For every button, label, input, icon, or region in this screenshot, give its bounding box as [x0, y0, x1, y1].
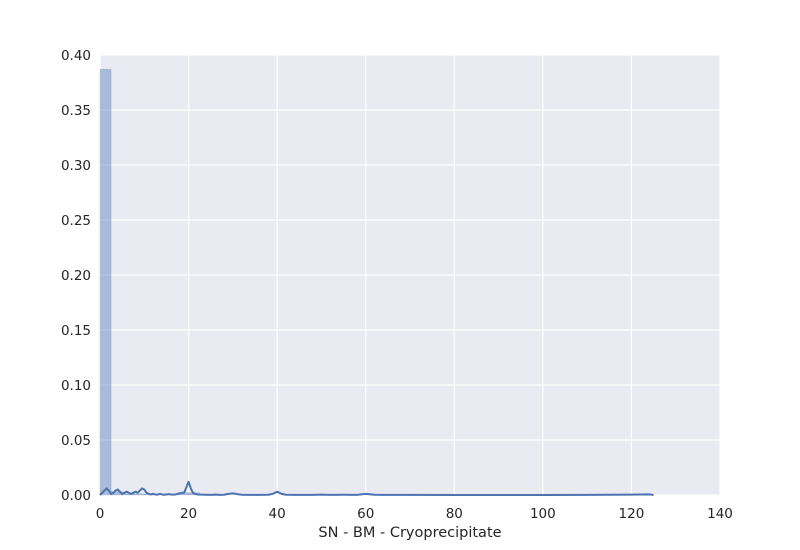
grid-lines — [99, 54, 721, 496]
y-tick-label: 0.25 — [61, 213, 91, 229]
y-tick-label: 0.35 — [61, 103, 91, 119]
x-tick-label: 140 — [707, 506, 733, 522]
y-tick-label: 0.40 — [61, 48, 91, 64]
x-tick-label: 60 — [357, 506, 374, 522]
x-tick-label: 80 — [446, 506, 463, 522]
y-tick-label: 0.30 — [61, 158, 91, 174]
x-tick-label: 120 — [619, 506, 645, 522]
histogram-bar — [99, 69, 112, 496]
x-tick-label: 0 — [96, 506, 105, 522]
y-tick-label: 0.15 — [61, 323, 91, 339]
x-axis-title: SN - BM - Cryoprecipitate — [318, 525, 501, 541]
y-tick-label: 0.05 — [61, 433, 91, 449]
x-axis-tick-labels: 0 20 40 60 80 100 120 140 — [96, 506, 733, 522]
y-tick-label: 0.20 — [61, 268, 91, 284]
y-axis-tick-labels: 0.00 0.05 0.10 0.15 0.20 0.25 0.30 0.35 0.40 — [61, 48, 91, 504]
x-tick-label: 100 — [530, 506, 556, 522]
y-tick-label: 0.10 — [61, 378, 91, 394]
kde-curve — [99, 480, 654, 496]
x-tick-label: 20 — [180, 506, 197, 522]
histogram-bar — [132, 493, 145, 496]
x-tick-label: 40 — [269, 506, 286, 522]
y-tick-label: 0.00 — [61, 488, 91, 504]
